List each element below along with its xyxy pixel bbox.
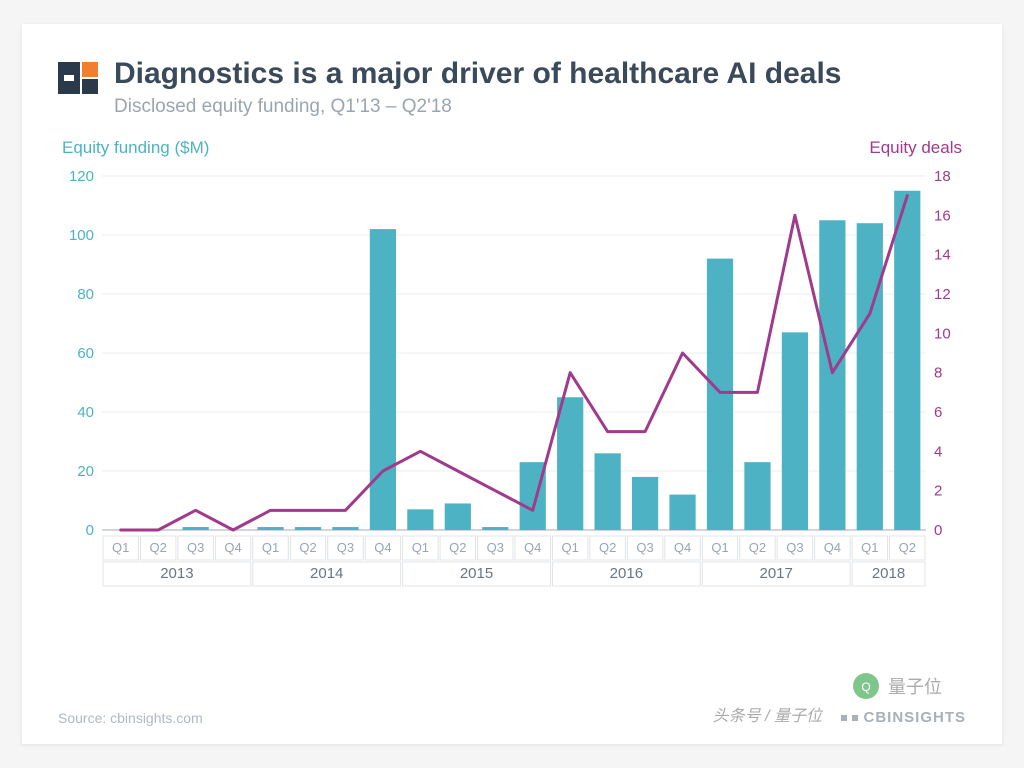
funding-bar: [669, 495, 695, 530]
cbinsights-logo-icon: [58, 62, 98, 94]
x-year-label: 2018: [872, 565, 905, 582]
x-quarter-label: Q3: [636, 540, 653, 555]
funding-bar: [257, 527, 283, 530]
x-quarter-label: Q2: [150, 540, 167, 555]
x-quarter-label: Q4: [824, 540, 841, 555]
funding-bar: [819, 220, 845, 530]
funding-bar: [595, 453, 621, 530]
svg-text:18: 18: [934, 168, 951, 185]
chart-title: Diagnostics is a major driver of healthc…: [114, 56, 966, 92]
svg-text:6: 6: [934, 404, 942, 421]
funding-bar: [744, 462, 770, 530]
axis-labels: Equity funding ($M) Equity deals: [58, 138, 966, 158]
x-quarter-label: Q4: [224, 540, 241, 555]
x-quarter-label: Q4: [674, 540, 691, 555]
funding-bar: [332, 527, 358, 530]
chart-area: 0 20 40 60 80 100 120 0 2 4 6 8 10 12 14 16 18 Q1 Q2 Q3 Q4 20…: [58, 166, 966, 606]
funding-bar: [707, 259, 733, 530]
x-year-label: 2014: [310, 565, 343, 582]
x-quarter-label: Q2: [449, 540, 466, 555]
svg-text:60: 60: [77, 345, 94, 362]
chart-subtitle: Disclosed equity funding, Q1'13 – Q2'18: [114, 96, 966, 118]
brand-square-icon: [852, 715, 858, 721]
watermark-text-2: 头条号 / 量子位: [713, 702, 822, 726]
svg-text:Q: Q: [861, 680, 870, 694]
funding-bar: [370, 229, 396, 530]
svg-text:4: 4: [934, 443, 942, 460]
svg-text:100: 100: [69, 227, 94, 244]
x-quarter-label: Q1: [412, 540, 429, 555]
x-quarter-label: Q1: [112, 540, 129, 555]
x-quarter-label: Q1: [711, 540, 728, 555]
svg-text:40: 40: [77, 404, 94, 421]
x-quarter-label: Q3: [786, 540, 803, 555]
x-quarter-label: Q3: [487, 540, 504, 555]
x-year-label: 2015: [460, 565, 493, 582]
funding-bar: [295, 527, 321, 530]
y-left-axis-label: Equity funding ($M): [62, 138, 209, 158]
funding-bar: [557, 397, 583, 530]
watermark: Q 量子位: [852, 672, 942, 700]
svg-text:0: 0: [86, 522, 94, 539]
svg-text:120: 120: [69, 168, 94, 185]
x-quarter-label: Q1: [262, 540, 279, 555]
x-year-label: 2017: [759, 565, 792, 582]
watermark-text: 量子位: [888, 673, 942, 699]
svg-text:8: 8: [934, 365, 942, 382]
x-quarter-label: Q2: [899, 540, 916, 555]
brand-square-icon: [841, 715, 847, 721]
footer: Source: cbinsights.com CBINSIGHTS: [58, 709, 966, 726]
svg-text:20: 20: [77, 463, 94, 480]
funding-bar: [482, 527, 508, 530]
svg-text:0: 0: [934, 522, 942, 539]
svg-text:14: 14: [934, 247, 951, 264]
source-text: Source: cbinsights.com: [58, 710, 203, 726]
svg-text:2: 2: [934, 483, 942, 500]
funding-bar: [445, 503, 471, 530]
x-quarter-label: Q2: [599, 540, 616, 555]
x-quarter-label: Q4: [524, 540, 541, 555]
funding-bar: [857, 223, 883, 530]
x-quarter-label: Q1: [562, 540, 579, 555]
x-quarter-label: Q2: [299, 540, 316, 555]
x-quarter-label: Q4: [374, 540, 391, 555]
header: Diagnostics is a major driver of healthc…: [58, 56, 966, 118]
funding-bar: [632, 477, 658, 530]
combo-chart-svg: 0 20 40 60 80 100 120 0 2 4 6 8 10 12 14 16 18 Q1 Q2 Q3 Q4 20…: [58, 166, 966, 606]
x-year-label: 2013: [160, 565, 193, 582]
brand-text: CBINSIGHTS: [863, 709, 966, 726]
x-quarter-label: Q3: [337, 540, 354, 555]
svg-text:12: 12: [934, 286, 951, 303]
x-quarter-label: Q3: [187, 540, 204, 555]
svg-text:16: 16: [934, 207, 951, 224]
y-right-axis-label: Equity deals: [869, 138, 962, 158]
svg-text:80: 80: [77, 286, 94, 303]
brand-badge: CBINSIGHTS: [841, 709, 966, 726]
x-quarter-label: Q1: [861, 540, 878, 555]
chart-card: Diagnostics is a major driver of healthc…: [22, 24, 1002, 744]
funding-bar: [183, 527, 209, 530]
svg-text:10: 10: [934, 325, 951, 342]
funding-bar: [894, 191, 920, 530]
funding-bar: [407, 509, 433, 530]
funding-bar: [782, 332, 808, 530]
watermark-icon: Q: [852, 672, 880, 700]
title-block: Diagnostics is a major driver of healthc…: [114, 56, 966, 118]
x-year-label: 2016: [610, 565, 643, 582]
x-quarter-label: Q2: [749, 540, 766, 555]
